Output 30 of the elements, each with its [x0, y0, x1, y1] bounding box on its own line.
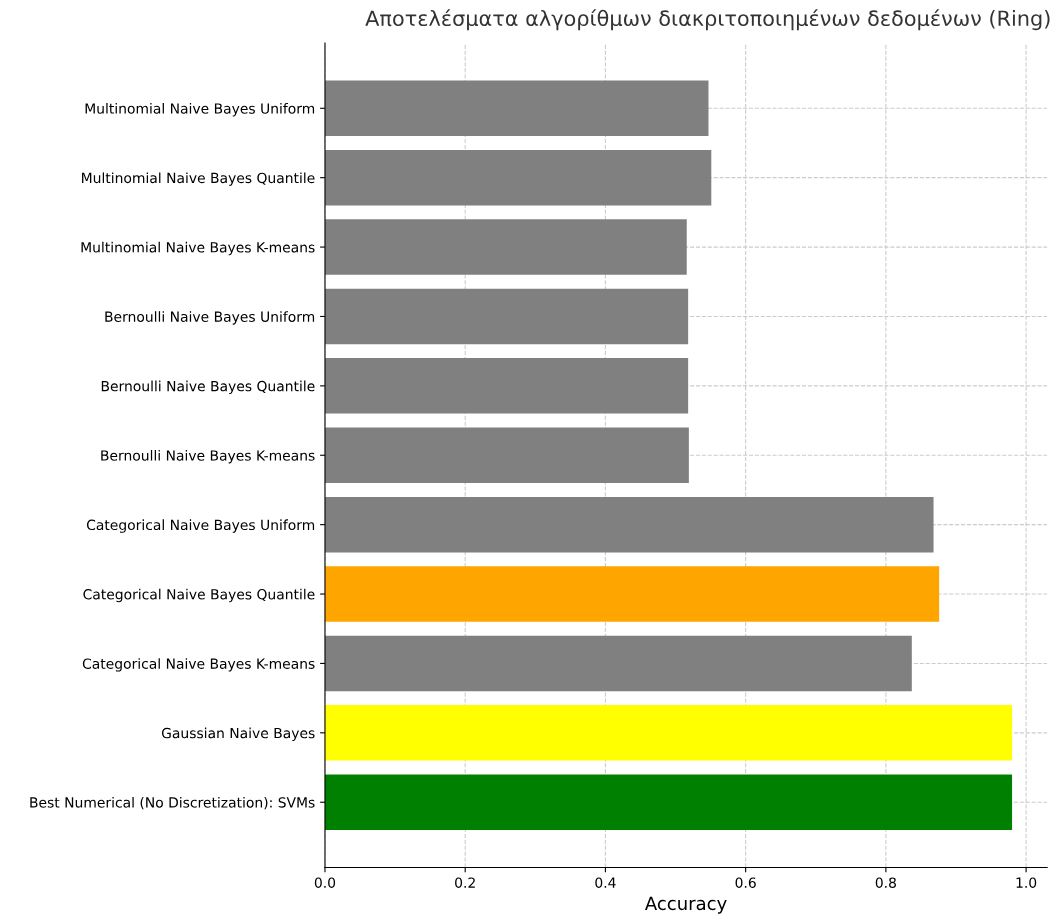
- y-tick-label: Best Numerical (No Discretization): SVMs: [30, 796, 315, 810]
- y-tick-label: Bernoulli Naive Bayes Quantile: [101, 380, 315, 395]
- bar: [324, 288, 689, 345]
- x-tick-label: 1.0: [1016, 877, 1037, 888]
- y-tick-label: Categorical Naive Bayes K-means: [82, 658, 315, 672]
- y-tick-label: Multinomial Naive Bayes K-means: [81, 241, 315, 256]
- chart-title: Αποτελέσματα αλγορίθμων διακριτοποιημένων δεδομένων (Ring): [365, 9, 1050, 31]
- bar: [324, 496, 934, 553]
- bar: [324, 149, 712, 206]
- bar: [324, 705, 1013, 761]
- bar: [324, 80, 709, 137]
- y-tick-label: Categorical Naive Bayes Quantile: [83, 588, 315, 603]
- y-tick-label: Bernoulli Naive Bayes Uniform: [105, 311, 315, 325]
- y-tick-label: Multinomial Naive Bayes Quantile: [82, 172, 315, 186]
- x-tick-label: 0.4: [595, 877, 616, 888]
- bar: [324, 427, 689, 484]
- x-tick-label: 0.8: [875, 877, 896, 888]
- bar: [324, 358, 689, 414]
- x-tick-label: 0.6: [735, 877, 756, 888]
- y-tick-label: Bernoulli Naive Bayes K-means: [101, 449, 315, 464]
- bar: [324, 635, 912, 692]
- bar: [324, 566, 940, 622]
- y-tick-label: Categorical Naive Bayes Uniform: [86, 519, 315, 533]
- x-tick-label: 0.0: [314, 877, 336, 888]
- x-tick-label: 0.2: [455, 877, 475, 888]
- bar: [324, 219, 687, 275]
- y-tick-label: Multinomial Naive Bayes Uniform: [85, 103, 315, 117]
- bar: [324, 774, 1013, 830]
- x-axis-title: Accuracy: [644, 896, 727, 914]
- y-tick-label: Gaussian Naive Bayes: [161, 727, 315, 741]
